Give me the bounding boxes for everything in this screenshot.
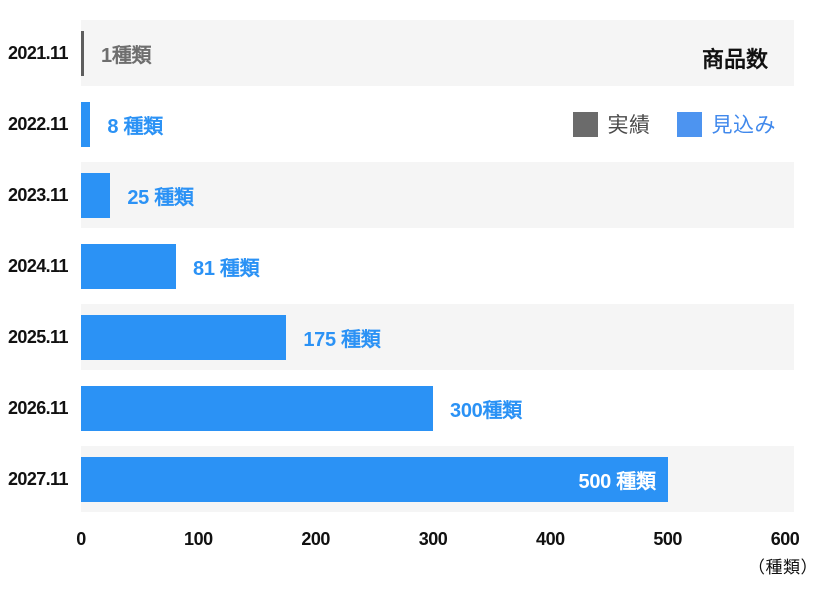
category-label: 2023.11 — [8, 185, 68, 205]
bar — [81, 386, 433, 431]
category-label: 2024.11 — [8, 256, 68, 276]
row-band — [81, 162, 794, 228]
row-plot: 8 種類 — [81, 89, 794, 160]
legend-item-actual: 実績 — [572, 109, 651, 139]
value-label: 25 種類 — [127, 187, 194, 209]
x-axis-unit-label: （種類） — [748, 558, 818, 577]
value-label: 500 種類 — [578, 471, 656, 493]
bar — [81, 457, 668, 502]
bar — [81, 315, 287, 360]
category-label: 2027.11 — [8, 469, 68, 489]
x-axis-tick: 100 — [184, 529, 213, 549]
x-axis-tick: 200 — [301, 529, 330, 549]
bar — [81, 173, 111, 218]
legend-actual-label: 実績 — [607, 114, 651, 137]
x-axis-tick: 300 — [418, 529, 448, 549]
bar — [81, 31, 84, 76]
category-label: 2025.11 — [8, 327, 68, 347]
value-label: 175 種類 — [303, 329, 381, 351]
row-plot: 25 種類 — [81, 160, 794, 231]
legend-item-forecast: 見込み — [676, 109, 777, 139]
row-plot: 175 種類 — [81, 302, 794, 373]
category-label: 2021.11 — [8, 43, 68, 63]
bar — [81, 102, 91, 147]
chart-row: 2027.11 500 種類 — [0, 444, 794, 515]
x-axis-tick: 400 — [536, 529, 565, 549]
legend-forecast-label: 見込み — [711, 114, 776, 137]
x-axis: 0 100 200 300 400 500 600 — [76, 524, 800, 554]
row-band — [81, 20, 794, 86]
value-label: 1種類 — [101, 45, 152, 67]
x-axis-tick: 0 — [76, 529, 86, 549]
value-label: 300種類 — [450, 400, 522, 422]
row-plot: 300種類 — [81, 373, 794, 444]
actual-swatch-icon — [572, 111, 598, 137]
value-label: 81 種類 — [193, 258, 260, 280]
chart-row: 2025.11 175 種類 — [0, 302, 794, 373]
chart-row: 2024.11 81 種類 — [0, 231, 794, 302]
row-plot: 500 種類 — [81, 444, 794, 515]
category-label: 2022.11 — [8, 114, 68, 134]
row-plot: 81 種類 — [81, 231, 794, 302]
x-axis-tick: 600 — [770, 529, 800, 549]
chart-row: 2021.11 1種類 — [0, 18, 794, 89]
bar — [81, 244, 177, 289]
chart-row: 2023.11 25 種類 — [0, 160, 794, 231]
x-axis-tick: 500 — [653, 529, 682, 549]
row-plot: 1種類 — [81, 18, 794, 89]
category-label: 2026.11 — [8, 398, 68, 418]
forecast-swatch-icon — [676, 111, 702, 137]
chart-rows: 2021.11 1種類 2022.11 8 種類 2023.11 25 種類 2… — [0, 18, 794, 515]
value-label: 8 種類 — [107, 116, 163, 138]
chart-row: 2026.11 300種類 — [0, 373, 794, 444]
chart-title: 商品数 — [701, 47, 768, 72]
chart-row: 2022.11 8 種類 — [0, 89, 794, 160]
legend: 実績 見込み — [572, 109, 777, 139]
